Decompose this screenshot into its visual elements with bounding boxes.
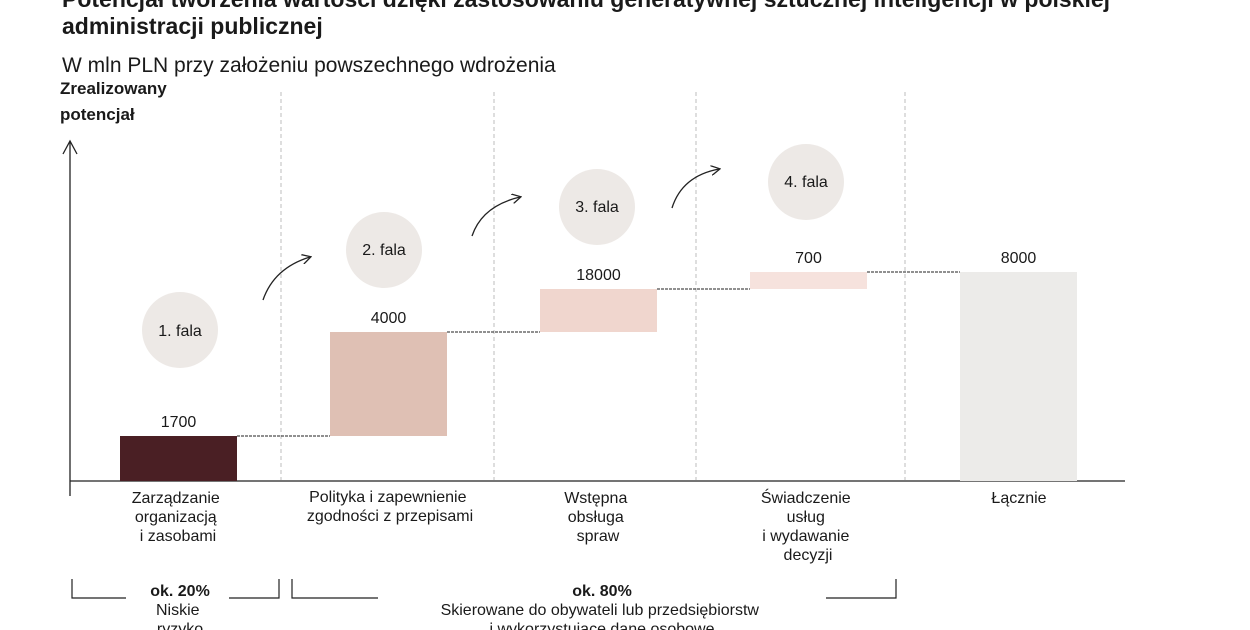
group-description: Skierowane do obywateli lub przedsiębior… (441, 602, 764, 630)
category-label: Zarządzanie organizacją i zasobami (132, 490, 225, 545)
bars-layer (120, 271, 1077, 481)
y-axis-label-line: potencjał (60, 105, 135, 124)
wave-label: 3. fala (575, 199, 619, 216)
y-axis-label-line: Zrealizowany (60, 79, 167, 98)
labels-layer: 1700 4000 18000 700 8000 (161, 250, 1037, 431)
data-label: 4000 (371, 310, 407, 327)
wave-label: 1. fala (158, 323, 202, 340)
category-labels: Zarządzanie organizacją i zasobami Polit… (132, 488, 1047, 564)
wave-label: 2. fala (362, 242, 406, 259)
bar (120, 436, 237, 481)
wave-arrow-icon (671, 169, 719, 209)
bracket-low-risk-right (229, 579, 280, 599)
category-label: Polityka i zapewnienie zgodności z przep… (307, 489, 473, 525)
data-label: 18000 (576, 267, 621, 284)
data-label: 8000 (1001, 250, 1037, 267)
wave-label: 4. fala (784, 174, 828, 191)
bracket-citizens-left (291, 579, 378, 599)
group-labels: ok. 20% Niskie ryzyko ok. 80% Skierowane… (150, 583, 764, 630)
category-label: Świadczenie usług i wydawanie decyzji (761, 488, 855, 564)
wave-circle (768, 144, 844, 220)
category-label: Wstępna obsługa spraw (564, 490, 632, 545)
bracket-low-risk-left (71, 579, 126, 599)
y-axis-arrowhead (62, 139, 78, 155)
column-separators (280, 92, 906, 480)
chart-title: Potencjał tworzenia wartości dzięki zast… (62, 0, 1110, 39)
wave-arrows (262, 169, 719, 301)
wave-circle (559, 169, 635, 245)
bar (540, 289, 657, 332)
wave-arrow-icon (471, 197, 520, 237)
wave-markers: 1. fala 2. fala 3. fala 4. fala (142, 144, 844, 368)
bracket-citizens-right (826, 579, 897, 599)
bar (330, 332, 447, 436)
category-label: Łącznie (991, 490, 1046, 507)
bar (750, 272, 867, 289)
wave-circle (142, 292, 218, 368)
wave-circle (346, 212, 422, 288)
y-axis-label: Zrealizowany potencjał (60, 79, 172, 124)
group-percent: ok. 20% (150, 583, 210, 600)
group-description: Niskie ryzyko (156, 602, 204, 630)
data-label: 700 (795, 250, 822, 267)
group-percent: ok. 80% (572, 583, 632, 600)
data-label: 1700 (161, 414, 197, 431)
bar (960, 272, 1077, 481)
group-brackets (71, 579, 897, 599)
chart-subtitle: W mln PLN przy założeniu powszechnego wd… (62, 54, 556, 77)
wave-arrow-icon (262, 257, 310, 301)
